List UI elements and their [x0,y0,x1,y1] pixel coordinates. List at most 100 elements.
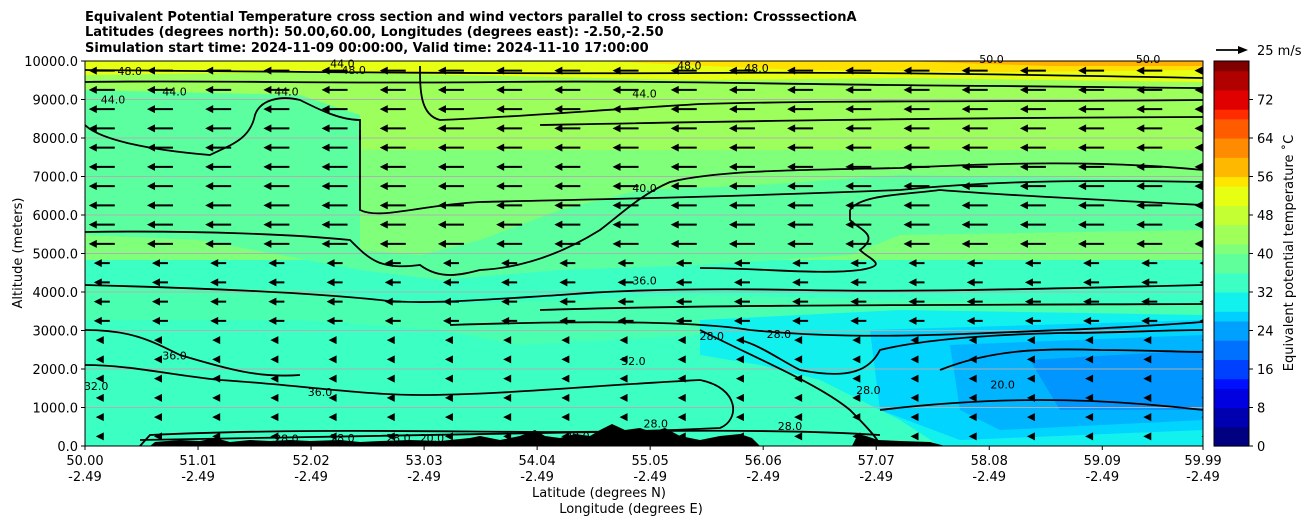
wind-vector-14 [910,432,919,441]
wind-vector-187 [501,259,518,268]
wind-vector-370 [670,85,697,94]
colorbar-swatch-17 [1214,272,1249,283]
wind-vector-182 [210,259,227,268]
wind-vector-213 [845,239,872,248]
wind-vector-252 [787,201,814,210]
wind-vector-356 [1019,105,1046,114]
x-tick-lon-10: -2.49 [1186,470,1220,485]
wind-vector-192 [792,259,809,268]
wind-vector-41 [153,393,162,402]
colorbar-swatch-5 [1214,388,1249,399]
wind-vector-230 [670,220,697,229]
wind-vector-49 [619,393,628,402]
wind-vector-222 [205,220,232,229]
contour-20 [939,348,1203,371]
wind-vector-394 [903,66,930,75]
colorbar-swatch-31 [1214,138,1249,149]
contour-40c [849,189,1203,211]
wind-vector-344 [321,105,348,114]
wind-vector-199 [1199,261,1203,265]
contour-40d [699,210,877,273]
contour-label-4: 50.0 [979,53,1004,66]
contour-36 [85,284,1203,303]
y-tick-label-4: 4000.0 [33,286,79,301]
wind-vector-78 [1143,374,1152,383]
wind-vector-189 [617,259,634,268]
y-tick-label-5: 5000.0 [33,248,79,263]
wind-vector-219 [1194,239,1203,248]
wind-vector-389 [612,66,639,75]
colorbar-tick-label-1: 8 [1257,402,1265,417]
wind-vector-24 [328,413,337,422]
wind-vector-302 [205,143,232,152]
wind-vector-57 [1085,393,1094,402]
contour-36c [539,303,1203,311]
contour-labels: 48.0 48.0 48.0 48.0 50.0 50.0 44.0 44.0 44.0 44.0… [84,53,1160,446]
wind-vector-353 [845,105,872,114]
wind-vector-315 [961,143,988,152]
wind-vector-111 [735,336,744,345]
wind-vector-281 [146,162,173,171]
x-tick-lat-7: 57.07 [858,454,895,469]
wind-vector-103 [270,336,279,345]
contour-label-20: 20.0 [990,378,1015,391]
colorbar-swatch-11 [1214,330,1249,341]
wind-vector-122 [210,316,227,325]
contour-label-0: 48.0 [118,65,143,78]
colorbar-tick-label-6: 48 [1257,209,1274,224]
wind-vector-284 [321,162,348,171]
wind-vector-65 [386,374,395,383]
wind-vector-87 [503,355,512,364]
wind-vector-359 [1194,105,1203,114]
contour-label-1: 48.0 [341,64,366,77]
wind-vector-42 [212,393,221,402]
contour-44 [419,65,1203,121]
wind-vector-285 [379,162,406,171]
wind-vector-282 [205,162,232,171]
wind-vector-90 [677,355,686,364]
wind-vector-142 [210,297,227,306]
wind-vector-123 [268,316,285,325]
wind-vector-272 [787,182,814,191]
wind-vector-275 [961,182,988,191]
wind-vector-98 [1143,355,1152,364]
wind-vector-385 [379,66,406,75]
wind-vector-386 [437,66,464,75]
colorbar-swatch-13 [1214,311,1249,322]
wind-vector-235 [961,220,988,229]
wind-vector-246 [437,201,464,210]
x-tick-lon-1: -2.49 [181,470,215,485]
wind-vector-298 [1136,162,1163,171]
wind-vector-51 [735,393,744,402]
wind-vector-373 [845,85,872,94]
wind-vector-2 [212,432,221,441]
wind-vector-204 [321,239,348,248]
wind-vector-114 [910,336,919,345]
x-tick-lat-5: 55.05 [632,454,669,469]
wind-vector-339 [1194,124,1203,133]
quiver-key-arrowhead [1238,46,1248,54]
colorbar-swatch-7 [1214,369,1249,380]
wind-vector-337 [1078,124,1105,133]
wind-vector-295 [961,162,988,171]
wind-vector-366 [437,85,464,94]
wind-vector-186 [442,259,459,268]
wind-vector-104 [328,336,337,345]
wind-vector-85 [386,355,395,364]
wind-vector-383 [263,66,290,75]
colorbar-swatch-20 [1214,243,1249,255]
wind-vector-255 [961,201,988,210]
colorbar-tick-label-2: 16 [1257,363,1274,378]
contour-48 [85,69,1203,79]
wind-vector-137 [1083,316,1100,325]
wind-vector-94 [910,355,919,364]
wind-vector-223 [263,220,290,229]
x-tick-lat-8: 58.08 [971,454,1008,469]
wind-vector-215 [961,239,988,248]
wind-vector-121 [151,316,168,325]
colorbar-tick-label-7: 56 [1257,171,1274,186]
wind-vector-371 [728,85,755,94]
wind-vector-74 [910,374,919,383]
wind-vector-195 [966,259,983,268]
wind-vector-100 [95,336,104,345]
